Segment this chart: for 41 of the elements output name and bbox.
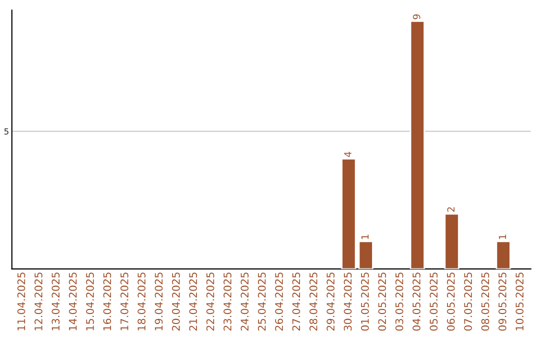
x-tick-label: 03.05.2025: [395, 272, 404, 331]
x-tick-label: 04.05.2025: [412, 272, 420, 331]
x-tick-label: 28.04.2025: [309, 272, 318, 331]
x-tick-label: 19.04.2025: [154, 272, 163, 330]
x-tick-label: 15.04.2025: [86, 272, 94, 330]
data-label: 1: [361, 234, 369, 239]
x-tick-label: 30.04.2025: [344, 272, 352, 331]
x-tick-label: 29.04.2025: [326, 272, 335, 331]
x-tick-label: 07.05.2025: [464, 272, 472, 331]
x-tick-label: 01.05.2025: [361, 272, 369, 331]
x-tick-label: 12.04.2025: [34, 272, 42, 330]
x-tick-label: 13.04.2025: [52, 272, 60, 330]
x-tick-label: 16.04.2025: [103, 272, 112, 330]
x-tick-label: 02.05.2025: [378, 272, 386, 331]
x-tick-label: 18.04.2025: [138, 272, 146, 330]
x-tick-label: 26.04.2025: [275, 272, 283, 331]
x-tick-label: 17.04.2025: [120, 272, 128, 330]
x-tick-label: 20.04.2025: [172, 272, 180, 331]
x-tick-label: 24.04.2025: [240, 272, 249, 331]
x-tick-label: 10.05.2025: [516, 272, 524, 330]
data-label: 1: [498, 234, 506, 239]
data-label: 2: [447, 207, 454, 212]
y-tick-label: 5: [4, 128, 8, 135]
x-tick-label: 23.04.2025: [224, 272, 232, 331]
x-tick-label: 06.05.2025: [446, 272, 455, 331]
x-tick-label: 09.05.2025: [498, 272, 506, 331]
x-tick-label: 22.04.2025: [206, 272, 214, 331]
x-tick-label: 05.05.2025: [430, 272, 438, 331]
bar: [410, 20, 425, 269]
data-label: 4: [344, 152, 352, 157]
bar: [341, 158, 356, 269]
x-tick-label: 27.04.2025: [292, 272, 300, 331]
x-tick-label: 25.04.2025: [258, 272, 266, 331]
x-tick-label: 11.04.2025: [17, 272, 26, 330]
bar: [496, 240, 511, 269]
x-tick-label: 08.05.2025: [481, 272, 490, 331]
x-tick-label: 21.04.2025: [189, 272, 198, 331]
data-label: 9: [412, 14, 420, 20]
bar: [358, 240, 374, 269]
x-tick-label: 14.04.2025: [68, 272, 77, 330]
bar: [444, 213, 460, 269]
